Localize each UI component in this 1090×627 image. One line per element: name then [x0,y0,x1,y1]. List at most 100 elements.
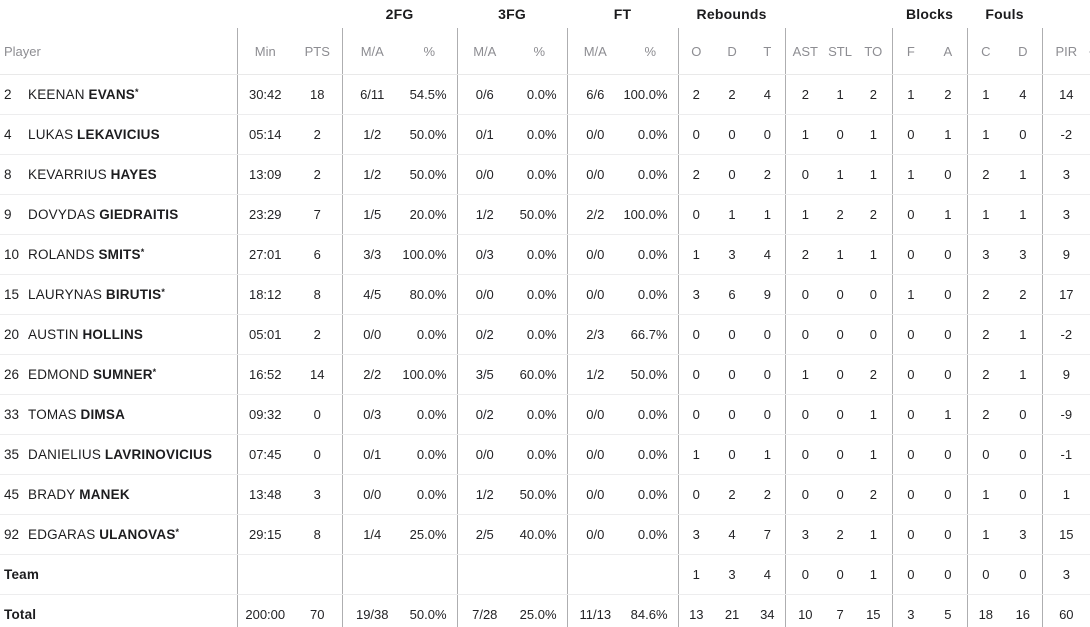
stat-block-a: 0 [929,434,968,475]
group-header-rebounds: Rebounds [696,6,767,22]
stat-to: 2 [855,194,893,235]
stat-reb-o: 0 [677,114,715,155]
stat-ast: 1 [784,354,826,395]
table-row: Team 1 3 4 0 0 1 0 0 0 0 3 [0,554,1090,595]
stat-reb-o: 0 [677,394,715,435]
starter-mark: * [175,527,180,537]
stat-pts: 0 [293,394,342,435]
stat-stl: 0 [825,434,856,475]
stat-to: 0 [855,314,893,355]
stat-block-a: 0 [929,554,968,595]
stat-block-a: 2 [929,74,968,115]
stat-block-f: 0 [891,554,930,595]
player-name[interactable]: 33 TOMAS DIMSA [0,394,237,435]
player-first-name: DANIELIUS [28,447,102,462]
stat-foul-c: 1 [966,474,1005,515]
col-header-ast: AST [784,28,826,75]
stat-2fg-pct: 25.0% [402,514,458,555]
player-name[interactable]: 45 BRADY MANEK [0,474,237,515]
stat-ast: 0 [784,394,826,435]
player-name[interactable]: 20 AUSTIN HOLLINS [0,314,237,355]
stat-ft-pct [623,554,679,595]
stat-ft-pct: 66.7% [623,314,679,355]
stat-block-f: 0 [891,354,930,395]
stat-2fg-ma: 1/2 [341,114,402,155]
stat-pts: 2 [293,154,342,195]
table-row: 92 EDGARAS ULANOVAS* 29:15 8 1/4 25.0% 2/… [0,514,1090,555]
stat-reb-d: 6 [714,274,751,315]
stat-foul-c: 2 [966,394,1005,435]
player-number: 26 [4,367,20,382]
stat-3fg-ma: 0/0 [456,274,513,315]
stat-ft-ma: 0/0 [566,434,624,475]
player-name[interactable]: 2 KEENAN EVANS* [0,74,237,115]
col-header-ft-pct: % [623,28,679,75]
stat-reb-d: 3 [714,234,751,275]
stat-to: 1 [855,394,893,435]
player-name[interactable]: 15 LAURYNAS BIRUTIS* [0,274,237,315]
stat-to: 1 [855,554,893,595]
player-name[interactable]: 10 ROLANDS SMITS* [0,234,237,275]
stat-ft-pct: 0.0% [623,154,679,195]
stat-3fg-pct: 0.0% [512,314,568,355]
stat-pts [293,554,342,595]
stat-3fg-pct: 0.0% [512,234,568,275]
stat-2fg-pct [402,554,458,595]
stat-ft-ma: 0/0 [566,394,624,435]
col-header-blocks-a: A [929,28,968,75]
stat-foul-d: 1 [1004,314,1043,355]
stat-min: 27:01 [236,234,293,275]
stat-stl: 0 [825,354,856,395]
stat-min: 09:32 [236,394,293,435]
stat-2fg-pct: 0.0% [402,434,458,475]
stat-foul-c: 2 [966,314,1005,355]
stat-ast: 2 [784,234,826,275]
stat-ast: 0 [784,474,826,515]
player-last-name: ULANOVAS [99,527,176,542]
player-first-name: DOVYDAS [28,207,96,222]
stat-min [236,554,293,595]
stat-2fg-ma: 0/1 [341,434,402,475]
stat-pir: 60 [1041,594,1090,627]
stat-ft-ma: 0/0 [566,114,624,155]
stat-reb-t: 4 [750,554,786,595]
stat-3fg-ma: 0/6 [456,74,513,115]
stat-pts: 14 [293,354,342,395]
stat-to: 1 [855,154,893,195]
table-row: 20 AUSTIN HOLLINS 05:01 2 0/0 0.0% 0/2 0.… [0,314,1090,355]
stat-stl: 0 [825,274,856,315]
stat-reb-t: 2 [750,474,786,515]
stat-reb-o: 3 [677,274,715,315]
player-first-name: KEVARRIUS [28,167,107,182]
stat-2fg-ma: 1/4 [341,514,402,555]
stat-foul-d: 1 [1004,194,1043,235]
stat-3fg-ma: 2/5 [456,514,513,555]
stat-reb-o: 2 [677,74,715,115]
player-last-name: Total [4,607,37,622]
stat-stl: 1 [825,154,856,195]
player-name[interactable]: 26 EDMOND SUMNER* [0,354,237,395]
stat-min: 13:09 [236,154,293,195]
col-header-reb-o: O [677,28,715,75]
cutoff-column-mark: - [1089,44,1090,59]
player-name[interactable]: 92 EDGARAS ULANOVAS* [0,514,237,555]
col-header-reb-d: D [714,28,751,75]
player-name[interactable]: 9 DOVYDAS GIEDRAITIS [0,194,237,235]
stat-3fg-ma: 0/0 [456,434,513,475]
stat-3fg-pct: 25.0% [519,607,557,622]
player-name[interactable]: Total [0,595,237,627]
stat-reb-t: 7 [750,514,786,555]
player-name[interactable]: 4 LUKAS LEKAVICIUS [0,114,237,155]
stat-2fg-pct: 50.0% [409,607,447,622]
stat-to: 2 [855,474,893,515]
stat-min: 16:52 [236,354,293,395]
player-number: 45 [4,487,20,502]
stat-block-f: 0 [891,474,930,515]
player-name[interactable]: 8 KEVARRIUS HAYES [0,154,237,195]
player-name[interactable]: Team [0,554,237,595]
table-row: 10 ROLANDS SMITS* 27:01 6 3/3 100.0% 0/3 … [0,234,1090,275]
player-first-name: LAURYNAS [28,287,103,302]
player-name[interactable]: 35 DANIELIUS LAVRINOVICIUS [0,434,237,475]
stat-to: 1 [855,434,893,475]
stat-foul-c: 2 [966,274,1005,315]
